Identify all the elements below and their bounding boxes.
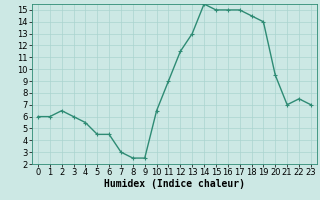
X-axis label: Humidex (Indice chaleur): Humidex (Indice chaleur) <box>104 179 245 189</box>
